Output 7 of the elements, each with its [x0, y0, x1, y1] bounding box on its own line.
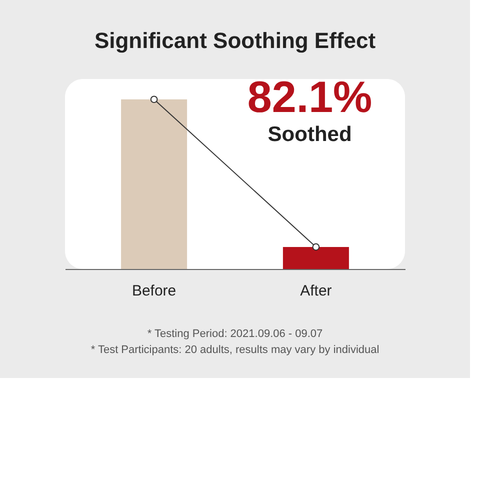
annotation: Soothed — [268, 123, 352, 146]
x-tick-label: Before — [132, 282, 176, 300]
text: * Test Participants: 20 adults, results may vary by individual — [90, 344, 380, 356]
x-tick-label: After — [300, 282, 332, 300]
chart-title: Significant Soothing Effect — [94, 28, 376, 53]
text: * Testing Period: 2021.09.06 - 09.07 — [147, 328, 323, 340]
annotation: 82.1% — [247, 73, 372, 122]
